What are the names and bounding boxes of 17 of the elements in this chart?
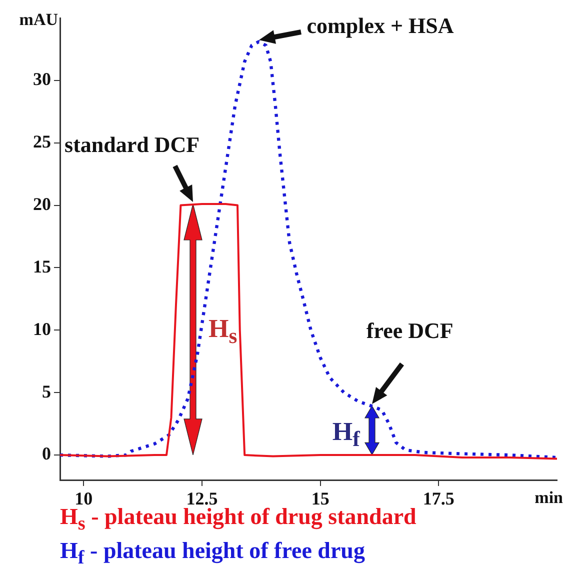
x-axis-title: min — [534, 488, 564, 507]
y-tick-label: 30 — [33, 69, 51, 90]
x-tick-label: 17.5 — [422, 488, 454, 508]
y-tick-label: 25 — [33, 132, 51, 152]
y-tick-label: 0 — [42, 444, 51, 464]
annotation: standard DCF — [64, 132, 200, 158]
y-tick-label: 20 — [33, 194, 51, 214]
annotation: H$_{s}$ — [208, 314, 238, 348]
y-axis-title: mAU — [19, 10, 58, 29]
line-series — [60, 40, 557, 460]
annotation: complex + HSA — [306, 12, 454, 38]
annotation: free DCF — [366, 318, 454, 344]
y-tick-label: 10 — [33, 318, 51, 339]
y-tick-label: 5 — [42, 381, 51, 402]
y-tick-label: 15 — [33, 256, 51, 276]
annotation: H$_{f}$ — [332, 417, 360, 452]
text: H$_{f}$ - plateau height of free drug — [60, 538, 365, 569]
